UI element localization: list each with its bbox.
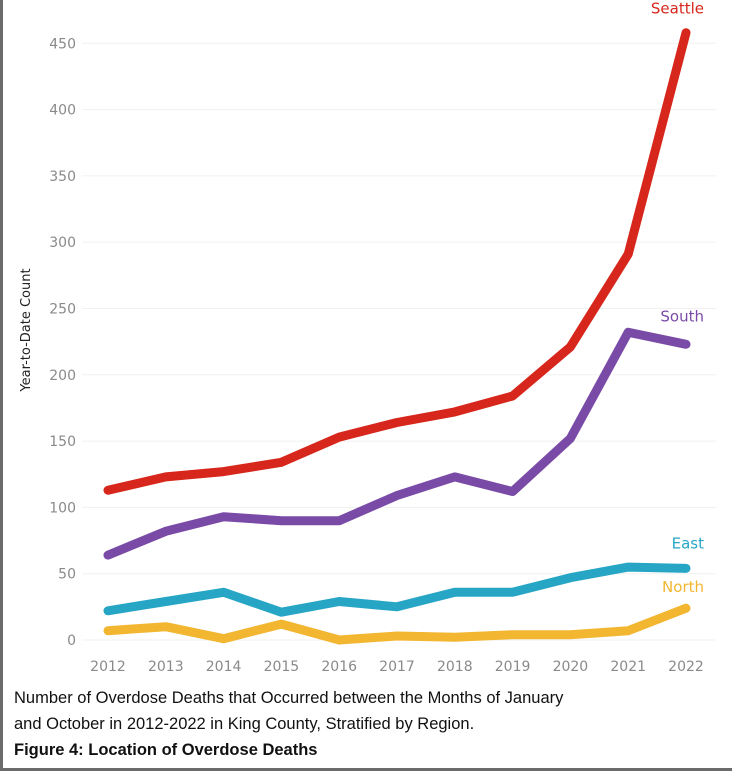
y-tick-label: 450 xyxy=(49,36,76,52)
series-line-seattle xyxy=(103,28,691,495)
x-tick-label: 2015 xyxy=(264,659,300,675)
x-tick-label: 2022 xyxy=(668,659,704,675)
frame-bottom-border xyxy=(0,768,732,771)
y-tick-label: 250 xyxy=(49,301,76,317)
x-axis-ticks: 2012 2013 2014 2015 2016 2017 2018 2019 2020 2021… xyxy=(90,659,704,675)
caption-line-2: and October in 2012-2022 in King County,… xyxy=(14,715,475,733)
series-label-north: North xyxy=(662,578,704,596)
frame-left-border xyxy=(0,0,3,771)
y-tick-label: 300 xyxy=(49,235,76,251)
series-labels: Seattle South East North xyxy=(651,0,704,596)
y-tick-label: 200 xyxy=(49,368,76,384)
series-label-east: East xyxy=(672,534,704,552)
series-line-east xyxy=(103,562,691,617)
series-lines xyxy=(103,28,691,645)
x-tick-label: 2012 xyxy=(90,659,126,675)
series-line-south xyxy=(103,327,691,560)
y-axis-ticks: 0 50 100 150 200 250 300 350 400 450 xyxy=(49,36,76,649)
x-tick-label: 2018 xyxy=(437,659,473,675)
caption-line-1: Number of Overdose Deaths that Occurred … xyxy=(14,689,564,707)
y-tick-label: 0 xyxy=(67,633,76,649)
series-label-seattle: Seattle xyxy=(651,0,704,18)
series-line-north xyxy=(103,603,691,645)
line-chart: 0 50 100 150 200 250 300 350 400 450 2012 2013 2014… xyxy=(19,0,716,675)
x-tick-label: 2020 xyxy=(553,659,589,675)
y-tick-label: 50 xyxy=(58,567,76,583)
x-tick-label: 2021 xyxy=(610,659,646,675)
y-tick-label: 350 xyxy=(49,169,76,185)
x-tick-label: 2014 xyxy=(206,659,242,675)
x-tick-label: 2017 xyxy=(379,659,415,675)
y-tick-label: 100 xyxy=(49,500,76,516)
y-tick-label: 400 xyxy=(49,103,76,119)
x-tick-label: 2013 xyxy=(148,659,184,675)
y-axis-label: Year-to-Date Count xyxy=(19,268,34,392)
figure-title: Figure 4: Location of Overdose Deaths xyxy=(14,741,318,759)
y-tick-label: 150 xyxy=(49,434,76,450)
series-label-south: South xyxy=(660,307,704,325)
x-tick-label: 2019 xyxy=(495,659,531,675)
x-tick-label: 2016 xyxy=(321,659,357,675)
